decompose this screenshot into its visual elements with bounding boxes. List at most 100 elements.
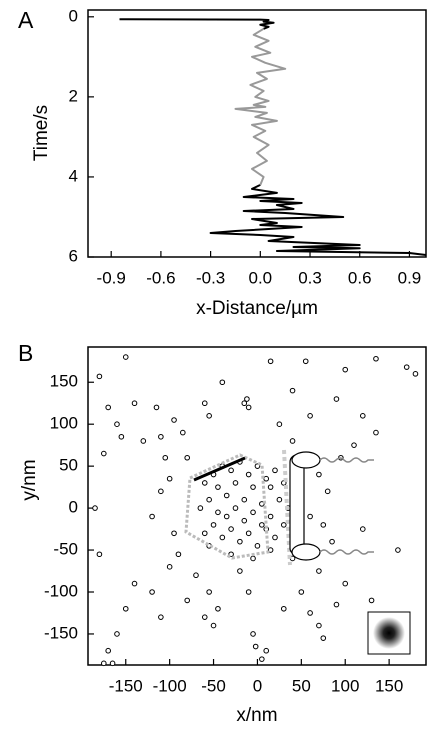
position-point xyxy=(166,564,173,570)
y-tick-label: 50 xyxy=(59,456,78,475)
position-point xyxy=(215,509,221,516)
position-point xyxy=(307,610,313,616)
position-point xyxy=(316,471,322,478)
position-point xyxy=(333,396,340,402)
position-point xyxy=(241,517,248,524)
position-point xyxy=(193,572,199,579)
position-point xyxy=(245,589,252,595)
x-tick-label: -50 xyxy=(201,676,226,695)
position-point xyxy=(171,417,177,423)
position-point xyxy=(342,580,349,587)
position-point xyxy=(263,647,270,654)
position-point xyxy=(219,379,226,386)
position-point xyxy=(252,643,259,650)
panel-label: A xyxy=(18,7,34,33)
position-point xyxy=(184,597,191,604)
position-point xyxy=(237,568,243,574)
position-point xyxy=(316,568,322,574)
position-point xyxy=(232,505,239,511)
position-point xyxy=(210,522,217,528)
position-point xyxy=(215,484,221,490)
position-point xyxy=(267,513,274,520)
position-point xyxy=(140,438,147,444)
position-point xyxy=(276,421,283,427)
x-tick-label: -0.9 xyxy=(97,268,126,287)
position-point xyxy=(245,404,252,411)
psf-inset xyxy=(367,611,411,655)
position-point xyxy=(101,660,107,667)
position-point xyxy=(158,614,164,620)
position-point xyxy=(149,589,155,595)
position-point xyxy=(403,364,410,370)
position-point xyxy=(373,355,379,362)
position-point xyxy=(122,354,129,360)
motor-schematic xyxy=(184,449,374,566)
y-tick-label: -100 xyxy=(44,581,78,600)
position-point xyxy=(250,631,256,637)
position-point xyxy=(250,509,256,516)
x-tick-label: -0.3 xyxy=(196,268,225,287)
position-point xyxy=(259,501,265,507)
position-point xyxy=(368,597,375,604)
position-point xyxy=(373,429,379,436)
position-point xyxy=(351,442,357,448)
position-point xyxy=(320,522,327,528)
position-point xyxy=(267,358,274,365)
x-tick-label: 50 xyxy=(292,676,311,695)
position-point xyxy=(92,505,98,511)
position-point xyxy=(245,530,252,537)
y-tick-label: 150 xyxy=(50,372,78,391)
position-point xyxy=(109,660,116,667)
position-point xyxy=(219,534,226,541)
position-point xyxy=(395,547,401,553)
position-point xyxy=(223,513,230,520)
position-point xyxy=(158,433,164,440)
position-point xyxy=(105,647,111,654)
x-tick-label: 0.9 xyxy=(398,268,422,287)
position-point xyxy=(302,358,309,365)
position-point xyxy=(263,475,270,482)
trajectory-line xyxy=(234,27,287,186)
position-point xyxy=(259,656,265,662)
position-point xyxy=(131,400,138,407)
panel-label: B xyxy=(18,340,33,366)
position-point xyxy=(158,488,164,495)
plot-frame xyxy=(87,9,427,258)
position-point xyxy=(166,475,173,482)
y-tick-label: -50 xyxy=(53,540,78,559)
trajectory-line xyxy=(119,18,427,256)
position-point xyxy=(244,396,250,402)
position-point xyxy=(197,505,204,511)
position-point xyxy=(250,555,256,562)
position-point xyxy=(175,551,182,558)
x-tick-label: 0 xyxy=(253,676,262,695)
x-tick-label: 0.6 xyxy=(348,268,372,287)
position-point xyxy=(118,433,125,440)
position-point xyxy=(228,526,234,532)
x-axis-label: x/nm xyxy=(236,705,277,726)
x-tick-label: -0.6 xyxy=(146,268,175,287)
position-point xyxy=(228,467,234,474)
position-point xyxy=(201,614,208,620)
position-point xyxy=(237,538,243,545)
position-point xyxy=(289,438,296,444)
x-tick-label: -100 xyxy=(153,676,187,695)
position-point xyxy=(276,496,283,503)
position-point xyxy=(171,530,177,537)
position-point xyxy=(267,484,274,490)
position-point xyxy=(307,513,313,520)
position-point xyxy=(223,492,230,499)
position-point xyxy=(241,400,248,407)
position-point xyxy=(359,413,366,419)
position-point xyxy=(101,450,107,457)
position-point xyxy=(324,488,331,495)
position-point xyxy=(232,480,239,486)
position-point xyxy=(201,530,208,537)
x-tick-label: -150 xyxy=(109,676,143,695)
x-tick-label: 0.0 xyxy=(248,268,272,287)
x-tick-label: 100 xyxy=(331,676,359,695)
x-axis-label: x-Distance/µm xyxy=(196,298,318,319)
position-point xyxy=(180,429,186,436)
position-point xyxy=(114,631,120,637)
